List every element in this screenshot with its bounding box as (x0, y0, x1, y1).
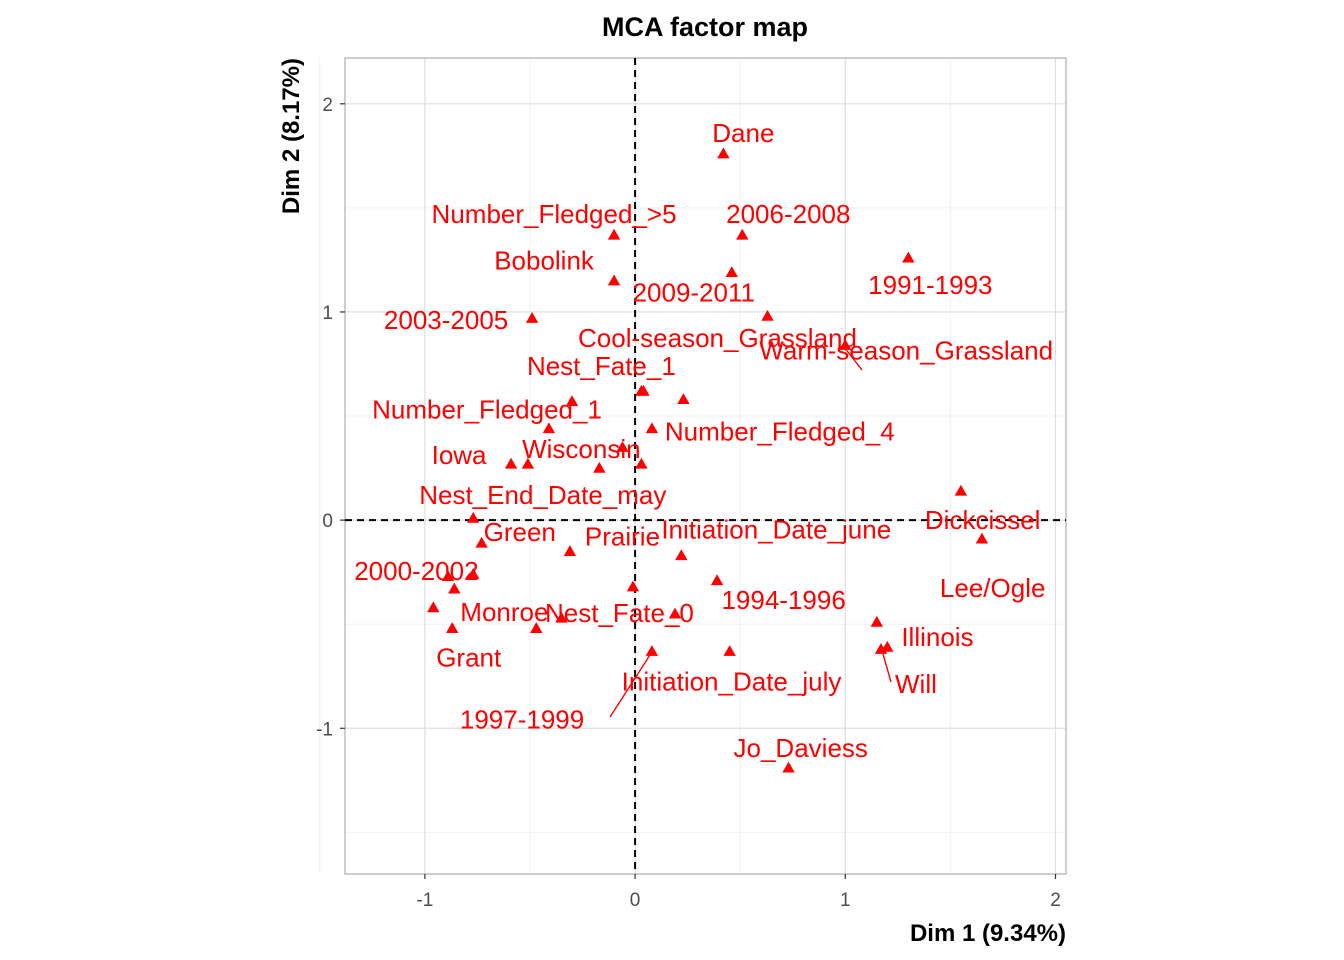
x-tick-label: 2 (1050, 890, 1061, 911)
data-point (668, 607, 682, 619)
data-point (467, 511, 480, 523)
label-connector (882, 653, 892, 683)
point-label: Initiation_Date_july (622, 666, 842, 696)
y-tick-label: 1 (322, 303, 333, 324)
axis-ticks: -1 0 1 2 -1 0 1 2 (316, 95, 1061, 911)
point-label: Jo_Daviess (734, 733, 868, 763)
data-point (677, 393, 690, 405)
point-label: Nest_End_Date_may (419, 480, 666, 510)
data-point (723, 645, 736, 656)
data-point (607, 274, 621, 286)
data-point (645, 422, 659, 434)
point-label: 2006-2008 (726, 199, 850, 229)
point-label: Wisconsin (522, 434, 640, 464)
point-label: 1997-1999 (460, 704, 584, 734)
y-tick-label: 2 (322, 95, 333, 116)
point-label: Grant (436, 642, 502, 672)
data-point (521, 457, 535, 469)
data-point (975, 532, 989, 544)
label-connector (843, 346, 863, 371)
x-tick-label: 0 (630, 890, 641, 911)
point-label: 2003-2005 (384, 305, 508, 335)
point-label: Nest_Fate_0 (545, 598, 694, 628)
point-label: 1991-1993 (868, 270, 992, 300)
point-label: Lee/Ogle (940, 573, 1046, 603)
data-point (525, 312, 539, 323)
data-point (530, 622, 543, 634)
point-label: Warm-season_Grassland (759, 335, 1053, 365)
point-label: Green (484, 517, 556, 547)
points-layer (427, 147, 989, 773)
data-point (717, 147, 730, 159)
data-point (874, 642, 888, 654)
y-tick-label: -1 (316, 719, 333, 740)
chart-title: MCA factor map (602, 12, 808, 42)
point-label: Nest_Fate_1 (527, 351, 676, 381)
data-point (626, 580, 640, 592)
data-point (782, 761, 795, 773)
data-point (504, 457, 518, 469)
data-point (446, 622, 459, 634)
data-point (710, 574, 724, 586)
data-point (616, 441, 629, 452)
data-point (593, 461, 606, 473)
data-point (563, 545, 577, 556)
point-label: Number_Fledged_1 (372, 394, 602, 424)
labels-layer: Dane Number_Fledged_>5 2006-2008 1991-1993 B… (354, 118, 1053, 763)
point-label: Illinois (901, 622, 973, 652)
data-point (542, 422, 556, 434)
point-label: Dickcissel (925, 505, 1041, 535)
data-point (555, 611, 568, 623)
point-label: Initiation_Date_june (661, 515, 891, 545)
data-point (675, 549, 688, 561)
x-tick-label: -1 (416, 890, 433, 911)
data-point (645, 645, 659, 656)
y-axis-title: Dim 2 (8.17%) (278, 58, 305, 214)
point-label: Monroe (460, 597, 548, 627)
data-point (427, 601, 440, 613)
data-point (761, 309, 774, 321)
point-label: Bobolink (494, 246, 595, 276)
data-point (475, 536, 488, 548)
y-tick-label: 0 (322, 511, 333, 532)
point-label: 2009-2011 (633, 277, 755, 307)
data-point (607, 228, 621, 240)
point-label: Prairie (585, 521, 660, 551)
plot-panel-border (344, 57, 1067, 875)
point-label: Number_Fledged_>5 (432, 199, 677, 229)
data-point (448, 582, 461, 594)
x-tick-label: 1 (840, 890, 851, 911)
label-connector (609, 654, 651, 718)
point-label: 2000-2002 (354, 556, 478, 586)
grid-minor (319, 58, 1066, 874)
data-point (441, 570, 455, 581)
data-point (870, 615, 884, 627)
point-label: 1994-1996 (721, 585, 845, 615)
point-label: Cool-season_Grassland (578, 323, 857, 353)
point-label: Dane (712, 118, 774, 148)
point-label: Will (895, 669, 937, 699)
connector-lines (609, 346, 892, 718)
data-point (725, 266, 738, 278)
data-point (467, 568, 480, 579)
data-point (565, 395, 579, 407)
point-label: Number_Fledged_4 (665, 417, 895, 447)
data-point (839, 339, 852, 350)
data-point (902, 251, 915, 263)
data-point (954, 484, 968, 496)
data-point (637, 384, 650, 396)
point-label: Iowa (432, 440, 487, 470)
data-point (635, 457, 648, 469)
data-point (736, 228, 749, 240)
x-axis-title: Dim 1 (9.34%) (910, 920, 1066, 947)
